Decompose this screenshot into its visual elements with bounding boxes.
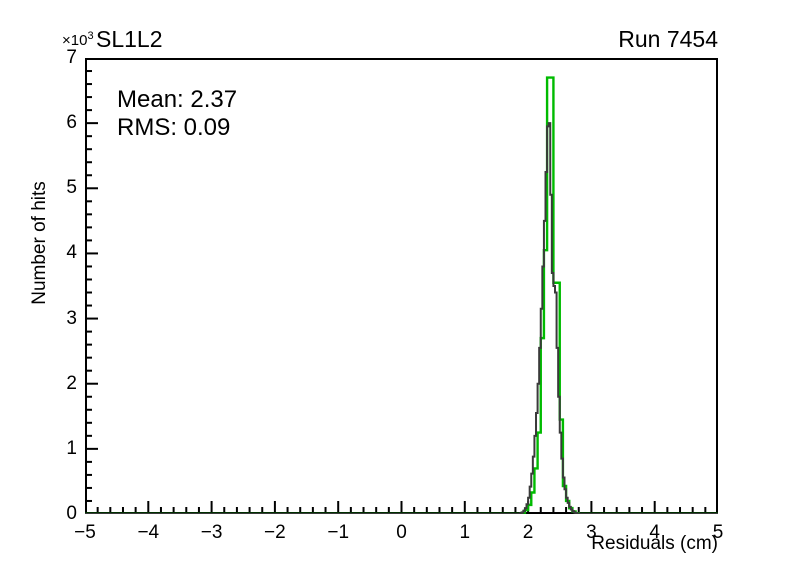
stat-rms-label: RMS: 0.09 (117, 114, 231, 141)
y-axis-exponent: ×103 (62, 30, 94, 49)
residuals-histogram-green (85, 76, 718, 514)
y-tick-label: 4 (66, 242, 77, 264)
x-tick-label: 0 (396, 522, 407, 543)
x-tick-label: 3 (586, 522, 597, 543)
y-tick-label: 5 (66, 177, 77, 199)
y-tick-label: 3 (66, 307, 77, 329)
x-tick-label: 1 (459, 522, 471, 543)
y-axis-exponent-power: 3 (87, 30, 94, 42)
residuals-histogram-dark (85, 122, 718, 514)
plot-area (85, 58, 718, 514)
y-axis-title-wrapper: Number of hits (0, 0, 50, 305)
run-number-label: Run 7454 (618, 26, 718, 52)
y-axis-exponent-base: ×10 (62, 32, 88, 49)
x-tick-label: −4 (137, 522, 160, 543)
y-tick-label: 2 (66, 372, 77, 394)
stat-mean-label: Mean: 2.37 (117, 86, 238, 113)
y-tick-label: 7 (66, 47, 77, 68)
y-tick-label: 0 (66, 503, 77, 524)
histogram-series (85, 76, 718, 514)
x-tick-label: 5 (712, 522, 724, 543)
x-tick-label: 2 (522, 522, 534, 543)
x-tick-label: 4 (649, 522, 660, 543)
y-tick-label: 6 (66, 112, 77, 134)
y-tick-label: 1 (66, 437, 77, 459)
page-title: SL1L2 (96, 26, 163, 52)
x-tick-label: −1 (327, 522, 350, 543)
axis-ticks (85, 58, 718, 514)
x-axis-title: Residuals (cm) (591, 533, 718, 554)
x-tick-label: −2 (264, 522, 286, 543)
x-tick-label: −3 (200, 522, 223, 543)
x-tick-label: −5 (74, 522, 96, 543)
